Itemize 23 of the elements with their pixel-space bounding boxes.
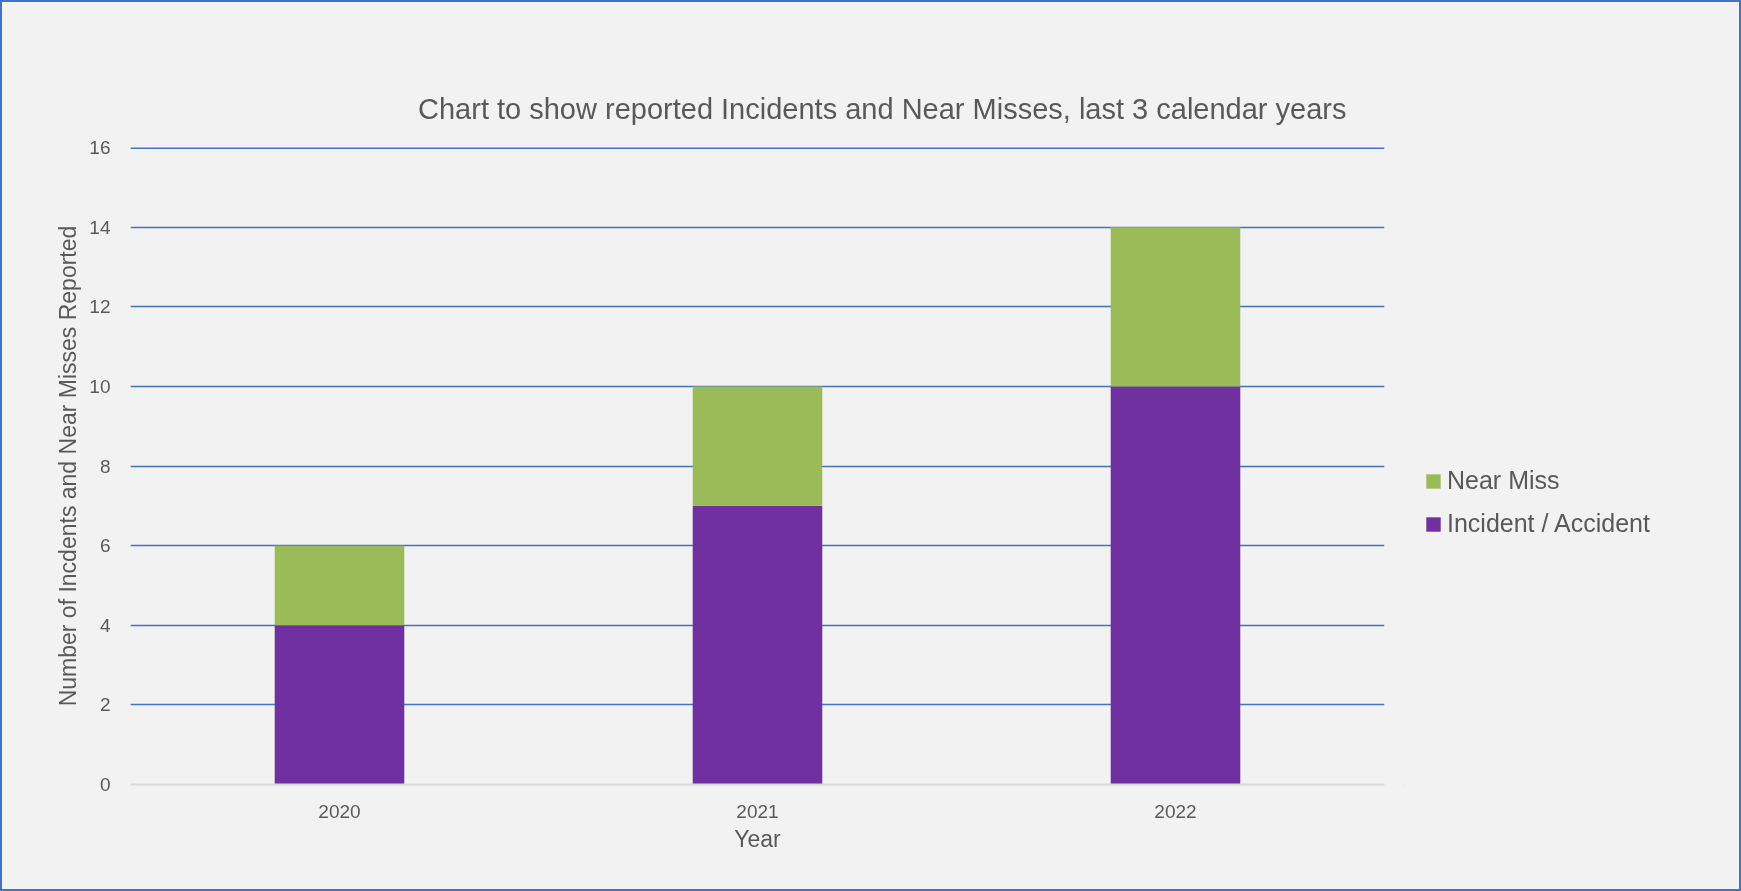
bar (692, 505, 823, 785)
legend-label: Near Miss (1447, 466, 1560, 495)
chart-title: Chart to show reported Incidents and Near Misses, last 3 calendar years (418, 93, 1347, 125)
x-tick-label: 2022 (1154, 800, 1197, 822)
x-tick-label: 2021 (736, 800, 779, 822)
y-tick-label: 12 (89, 296, 111, 318)
y-tick-label: 0 (99, 774, 111, 795)
y-tick-label: 6 (99, 535, 111, 557)
bar (1110, 386, 1241, 785)
y-tick-label: 8 (99, 455, 111, 477)
y-tick-label: 16 (89, 137, 111, 158)
y-tick-label: 14 (89, 216, 111, 238)
x-tick-label: 2020 (318, 800, 361, 822)
bar (692, 386, 823, 506)
y-tick-label: 4 (99, 614, 111, 636)
x-axis-title: Year (734, 825, 782, 852)
y-axis-title: Number of Incdents and Near Misses Reported (55, 225, 82, 707)
legend-label: Incident / Accident (1447, 509, 1650, 538)
y-tick-label: 10 (89, 375, 111, 397)
bar (274, 545, 405, 626)
bar (274, 625, 405, 785)
bar (1110, 227, 1241, 387)
y-tick-label: 2 (99, 694, 111, 716)
